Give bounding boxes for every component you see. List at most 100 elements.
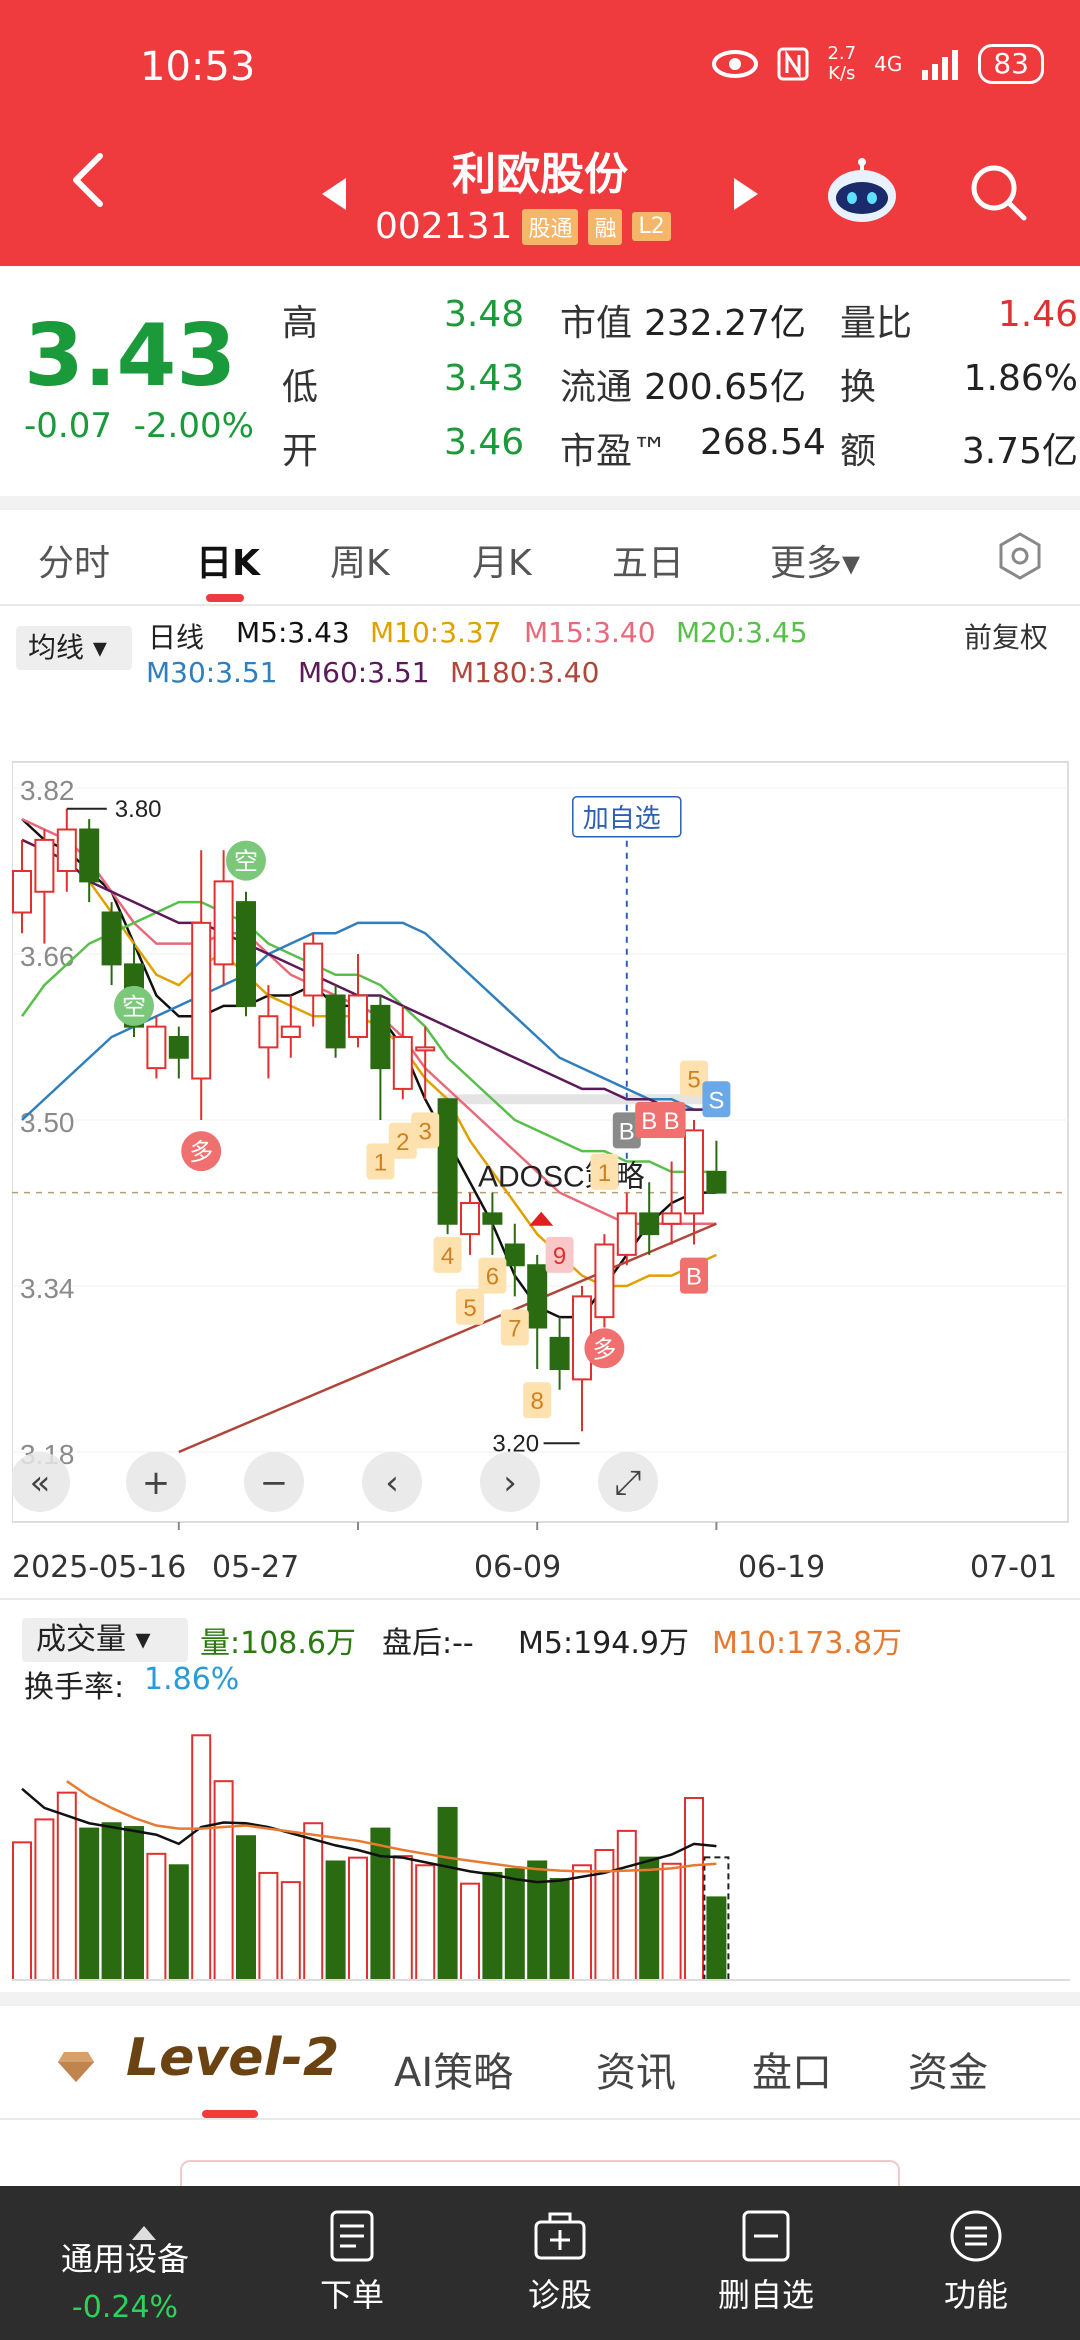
tab-fund-flow[interactable]: 资金 — [908, 2050, 988, 2096]
signal-badge — [388, 1122, 417, 1159]
signal-badge-text: 空 — [234, 849, 258, 876]
tab-daily-k[interactable]: 日K — [196, 543, 260, 584]
date-label: 06-19 — [738, 1550, 826, 1585]
volume-bar — [684, 1797, 704, 1981]
tab-five-day[interactable]: 五日 — [612, 543, 685, 584]
volume-bar — [549, 1878, 570, 1981]
high-note: 3.80 — [115, 796, 162, 823]
tab-order-book[interactable]: 盘口 — [752, 2050, 832, 2096]
nav-order[interactable]: 下单 — [272, 2208, 432, 2316]
back-arrow-icon[interactable] — [60, 150, 120, 210]
chart-control-button[interactable]: + — [126, 1452, 186, 1512]
nav-diagnose[interactable]: 诊股 — [480, 2208, 640, 2316]
chart-control-icon: − — [260, 1463, 289, 1503]
candlestick-chart[interactable]: 3.823.663.503.343.183.803.20ADOSC策略加自选空空… — [12, 700, 1070, 1530]
volume-bar — [639, 1856, 660, 1982]
tab-news[interactable]: 资讯 — [596, 2050, 676, 2096]
candle-body — [684, 1129, 704, 1215]
date-label: 06-09 — [474, 1550, 562, 1585]
adjust-mode-label[interactable]: 前复权 — [964, 621, 1049, 654]
chart-control-button[interactable]: − — [244, 1452, 304, 1512]
nav-remove-label: 删自选 — [717, 2276, 814, 2314]
chart-control-button[interactable]: « — [12, 1452, 70, 1512]
caret-up-icon — [132, 2226, 156, 2240]
candle-body — [482, 1212, 503, 1225]
chart-control-button[interactable]: ⤢ — [598, 1452, 658, 1512]
chart-control-bg — [244, 1452, 304, 1512]
app-header: 10:53 2.7 K/s 4G 83 利欧股份 002131 股通 融 L2 — [0, 0, 1080, 266]
settings-gear-icon[interactable] — [996, 532, 1044, 580]
ma-selector-button[interactable]: 均线 ▾ — [16, 626, 132, 670]
candle-body — [34, 838, 55, 893]
indicator-selector-button[interactable]: 成交量 ▾ — [22, 1618, 188, 1662]
pe-label: 市盈™ — [560, 431, 669, 472]
signal-badge — [545, 1236, 574, 1273]
tab-monthly-k[interactable]: 月K — [472, 543, 532, 584]
ai-robot-icon[interactable] — [824, 158, 900, 224]
tab-level2[interactable]: Level-2 — [126, 2028, 340, 2088]
volume-chart[interactable] — [12, 1700, 1070, 1990]
volume-bar — [437, 1806, 458, 1981]
sector-button[interactable]: 通用设备 -0.24% — [20, 2216, 230, 2325]
chart-frame — [12, 761, 1069, 1523]
volume-bar — [124, 1826, 144, 1981]
amount-label: 额 — [840, 431, 877, 472]
ma30-label: M30:3.51 — [146, 656, 278, 689]
tab-weekly-k[interactable]: 周K — [330, 543, 390, 584]
next-stock-button[interactable] — [734, 178, 758, 210]
nav-functions[interactable]: 功能 — [896, 2208, 1056, 2316]
chart-control-button[interactable]: › — [480, 1452, 540, 1512]
nav-remove-watchlist[interactable]: 删自选 — [686, 2208, 846, 2316]
ma180-label: M180:3.40 — [450, 656, 600, 689]
signal-badge-text: B — [641, 1108, 657, 1135]
signal-badge — [680, 1060, 708, 1097]
chart-control-bg — [12, 1452, 70, 1512]
vol-ratio-label: 量比 — [840, 303, 913, 344]
volume-bar — [236, 1835, 256, 1981]
open-value: 3.46 — [444, 422, 525, 463]
y-axis-label: 3.50 — [20, 1107, 75, 1138]
volume-bar — [706, 1896, 727, 1981]
candle-body — [79, 828, 100, 883]
active-tab-indicator — [202, 2110, 258, 2118]
search-icon[interactable] — [966, 160, 1030, 224]
high-label: 高 — [282, 303, 319, 344]
tab-ai-strategy[interactable]: AI策略 — [394, 2050, 514, 2096]
prev-stock-button[interactable] — [322, 178, 346, 210]
ma-line-m5 — [21, 818, 717, 1319]
signal-badge — [366, 1143, 395, 1180]
signal-icon — [922, 50, 959, 80]
pe-value: 268.54 — [700, 422, 826, 463]
mktcap-value: 232.27亿 — [644, 303, 806, 344]
signal-badge-text: 7 — [508, 1316, 521, 1343]
resistance-band — [439, 1094, 729, 1105]
low-value: 3.43 — [444, 358, 525, 399]
candle-body — [639, 1212, 660, 1236]
chart-control-button[interactable]: ‹ — [362, 1452, 422, 1512]
signal-badge-text: B — [664, 1108, 680, 1135]
candle-body — [280, 1025, 301, 1038]
nfc-icon — [777, 47, 809, 81]
float-value: 200.65亿 — [644, 367, 806, 408]
after-hours-value: 盘后:-- — [382, 1626, 474, 1661]
signal-badge-text: 多 — [592, 1336, 616, 1363]
chart-control-bg — [598, 1452, 658, 1512]
tab-more[interactable]: 更多▾ — [770, 543, 861, 584]
volume-m5-line — [21, 1787, 717, 1884]
candle-body — [460, 1202, 480, 1236]
stock-code: 002131 — [375, 206, 513, 247]
buy-arrow-marker — [529, 1211, 554, 1226]
open-label: 开 — [282, 431, 319, 472]
candle-body — [56, 828, 77, 872]
signal-badge — [635, 1102, 664, 1138]
tab-intraday[interactable]: 分时 — [38, 543, 111, 584]
volume-bar — [168, 1864, 189, 1981]
signal-badge-text: 4 — [441, 1243, 454, 1270]
candle-body — [706, 1170, 727, 1194]
turnover-rate-value: 1.86% — [144, 1662, 240, 1697]
section-separator — [0, 1992, 1080, 2006]
battery-indicator: 83 — [978, 44, 1044, 84]
last-price: 3.43 — [24, 306, 237, 406]
bottom-navigation: 通用设备 -0.24% 下单 诊股 删自选 功能 — [0, 2186, 1080, 2340]
candle-body — [392, 1036, 413, 1090]
